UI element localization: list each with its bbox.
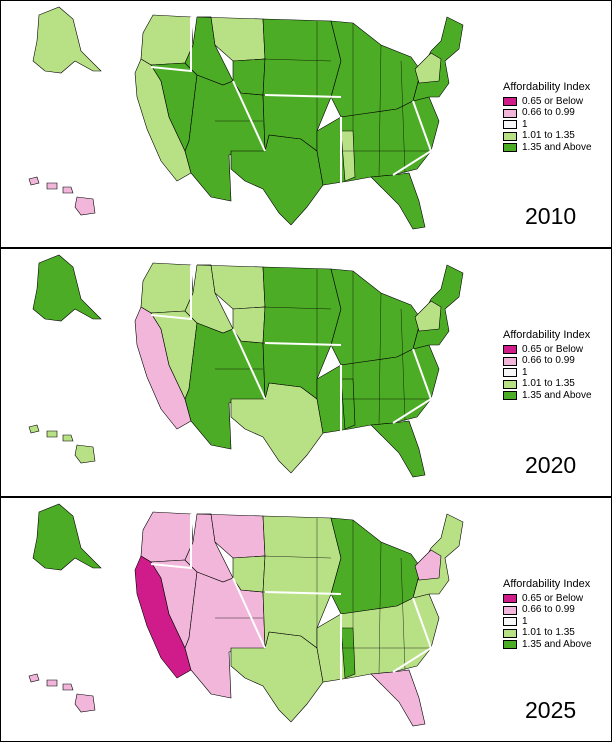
legend-swatch bbox=[503, 391, 517, 400]
legend-entry: 1 bbox=[503, 119, 592, 130]
legend-title: Affordability Index bbox=[503, 329, 591, 341]
map-legend: Affordability Index 0.65 or Below 0.66 to … bbox=[503, 329, 592, 402]
legend-label: 1 bbox=[522, 366, 528, 378]
region-pacific-coast bbox=[140, 511, 194, 563]
region-midwest bbox=[330, 517, 422, 615]
legend-swatch bbox=[503, 131, 517, 141]
legend-label: 0.66 to 0.99 bbox=[522, 604, 575, 615]
legend-swatch bbox=[503, 594, 517, 603]
legend-swatch bbox=[503, 356, 517, 366]
division-boundary-lines bbox=[150, 17, 433, 185]
region-alaska bbox=[32, 503, 102, 571]
legend-label: 0.66 to 0.99 bbox=[522, 107, 575, 118]
year-label: 2020 bbox=[525, 452, 577, 478]
legend-label: 0.66 to 0.99 bbox=[522, 355, 575, 366]
legend-swatch bbox=[503, 628, 517, 638]
map-panel-2025: Affordability Index 0.65 or Below 0.66 to … bbox=[0, 497, 612, 742]
legend-label: 1 bbox=[522, 615, 528, 627]
legend-entry: 0.66 to 0.99 bbox=[503, 108, 592, 119]
map-panel-2020: Affordability Index 0.65 or Below 0.66 to … bbox=[0, 248, 612, 497]
map-legend: Affordability Index 0.65 or Below 0.66 to … bbox=[503, 578, 592, 651]
legend-entry: 0.66 to 0.99 bbox=[503, 356, 592, 367]
legend-entry: 0.65 or Below bbox=[503, 96, 592, 107]
legend-swatch bbox=[503, 143, 517, 152]
legend-label: 0.65 or Below bbox=[522, 592, 584, 604]
legend-entry: 1.35 and Above bbox=[503, 639, 592, 650]
map-legend: Affordability Index 0.65 or Below 0.66 to … bbox=[503, 81, 592, 154]
legend-entry: 1.35 and Above bbox=[503, 142, 592, 153]
year-label: 2010 bbox=[525, 203, 577, 229]
region-mountain-central bbox=[232, 58, 266, 96]
legend-swatch bbox=[503, 368, 517, 377]
division-boundary-lines bbox=[150, 265, 433, 433]
legend-entry: 1 bbox=[503, 616, 592, 627]
legend-label: 1.35 and Above bbox=[522, 389, 592, 401]
region-mountain-central bbox=[232, 306, 266, 344]
legend-swatch bbox=[503, 345, 517, 354]
region-mountain-central bbox=[232, 555, 266, 593]
region-new-york bbox=[414, 549, 442, 581]
region-mississippi bbox=[340, 378, 356, 430]
region-hawaii bbox=[28, 424, 96, 464]
region-midwest bbox=[330, 268, 422, 366]
legend-entry: 0.65 or Below bbox=[503, 344, 592, 355]
region-new-york bbox=[414, 52, 442, 84]
choropleth-map bbox=[28, 254, 464, 478]
region-florida bbox=[370, 172, 426, 230]
legend-label: 1.35 and Above bbox=[522, 141, 592, 153]
legend-entry: 1.01 to 1.35 bbox=[503, 131, 592, 142]
legend-label: 1 bbox=[522, 118, 528, 130]
legend-swatch bbox=[503, 605, 517, 615]
choropleth-map bbox=[28, 6, 464, 230]
legend-title: Affordability Index bbox=[503, 81, 591, 93]
region-alaska bbox=[32, 6, 102, 74]
legend-swatch bbox=[503, 640, 517, 649]
region-mississippi bbox=[340, 627, 356, 679]
choropleth-map bbox=[28, 503, 464, 727]
division-boundary-lines bbox=[150, 514, 433, 682]
legend-swatch bbox=[503, 108, 517, 118]
legend-entry: 1 bbox=[503, 367, 592, 378]
region-florida bbox=[370, 420, 426, 478]
region-mississippi bbox=[340, 130, 356, 182]
legend-swatch bbox=[503, 379, 517, 389]
legend-entry: 1.35 and Above bbox=[503, 390, 592, 401]
year-label: 2025 bbox=[525, 697, 577, 723]
legend-label: 1.01 to 1.35 bbox=[522, 627, 575, 638]
region-alaska bbox=[32, 254, 102, 322]
legend-title: Affordability Index bbox=[503, 578, 591, 590]
legend-entry: 1.01 to 1.35 bbox=[503, 379, 592, 390]
region-hawaii bbox=[28, 673, 96, 713]
region-florida bbox=[370, 669, 426, 727]
legend-swatch bbox=[503, 120, 517, 129]
legend-entry: 1.01 to 1.35 bbox=[503, 628, 592, 639]
region-midwest bbox=[330, 20, 422, 118]
map-panel-2010: Affordability Index 0.65 or Below 0.66 to … bbox=[0, 0, 612, 248]
legend-entry: 0.66 to 0.99 bbox=[503, 605, 592, 616]
legend-label: 0.65 or Below bbox=[522, 343, 584, 355]
legend-swatch bbox=[503, 97, 517, 106]
legend-label: 0.65 or Below bbox=[522, 95, 584, 107]
legend-label: 1.01 to 1.35 bbox=[522, 130, 575, 141]
region-pacific-coast bbox=[140, 262, 194, 314]
region-pacific-coast bbox=[140, 14, 194, 66]
legend-label: 1.35 and Above bbox=[522, 638, 592, 650]
region-new-york bbox=[414, 300, 442, 332]
legend-entry: 0.65 or Below bbox=[503, 593, 592, 604]
region-hawaii bbox=[28, 176, 96, 216]
legend-swatch bbox=[503, 617, 517, 626]
legend-label: 1.01 to 1.35 bbox=[522, 378, 575, 389]
